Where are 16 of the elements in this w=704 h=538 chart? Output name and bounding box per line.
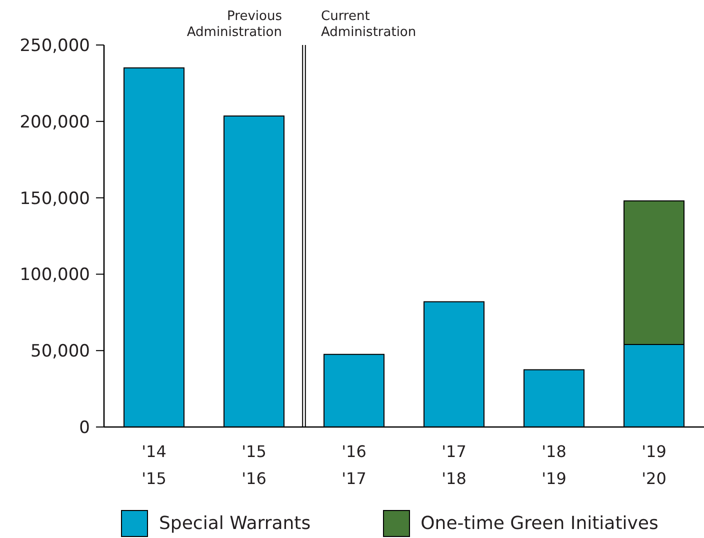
x-tick-label: '15 '16: [242, 442, 266, 488]
x-tick-label: '17 '18: [442, 442, 466, 488]
text: Current Administration: [321, 9, 416, 40]
y-tick-label: 200,000: [20, 112, 90, 132]
x-tick-label: '16 '17: [342, 442, 366, 488]
x-tick-label: '19 '20: [642, 442, 666, 488]
y-tick-label: 150,000: [20, 188, 90, 209]
x-tick-label: '18 '19: [542, 442, 566, 488]
y-tick-label: 250,000: [20, 36, 90, 56]
y-tick-label: 0: [79, 418, 90, 438]
y-tick-label: 100,000: [20, 265, 90, 286]
y-tick-label: 50,000: [30, 342, 90, 362]
legend-label: One-time Green Initiatives: [420, 513, 658, 534]
legend-label: Special Warrants: [159, 513, 311, 534]
text: Previous Administration: [186, 9, 282, 40]
x-tick-label: '14 '15: [142, 442, 166, 488]
